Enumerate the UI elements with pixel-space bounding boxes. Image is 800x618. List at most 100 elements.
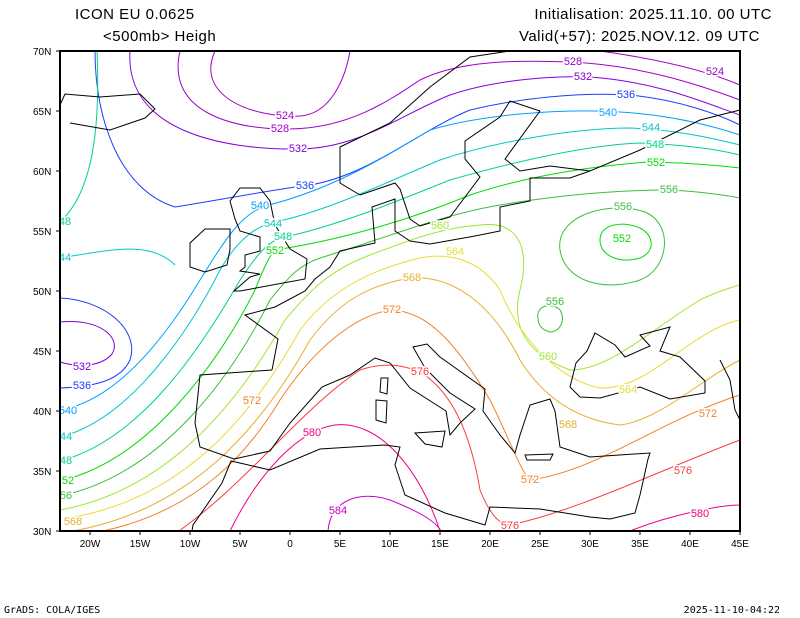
contour-label: 560 <box>431 220 449 232</box>
contour-label: 532 <box>574 71 592 83</box>
contour-556 <box>59 189 741 497</box>
contour-label: 532 <box>289 143 307 155</box>
lon-tick-label: 35E <box>631 539 649 550</box>
initialisation-time: Initialisation: 2025.11.10. 00 UTC <box>534 6 772 23</box>
lon-tick-label: 10W <box>180 539 201 550</box>
contour-568 <box>72 277 741 532</box>
contour-524-west <box>210 50 351 117</box>
lon-tick-label: 0 <box>287 539 293 550</box>
contour-532 <box>129 50 741 150</box>
contour-label: 580 <box>691 508 709 520</box>
lat-tick-label: 65N <box>33 107 51 118</box>
lon-tick-label: 15E <box>431 539 449 550</box>
contour-label: 540 <box>251 200 269 212</box>
contour-label: 48 <box>60 455 72 467</box>
contour-label: 572 <box>383 304 401 316</box>
contour-label: 580 <box>303 427 321 439</box>
contour-540 <box>59 110 741 411</box>
contour-544 <box>59 127 741 438</box>
contour-556-low <box>559 207 665 286</box>
contour-572 <box>102 309 741 532</box>
contour-label: 552 <box>647 157 665 169</box>
contour-label: 52 <box>62 475 74 487</box>
contour-label: 556 <box>546 296 564 308</box>
contour-label: 556 <box>614 201 632 213</box>
lon-tick-label: 30E <box>581 539 599 550</box>
lat-tick-label: 30N <box>33 527 51 538</box>
crete-coast <box>524 453 554 461</box>
lat-tick-label: 40N <box>33 407 51 418</box>
contour-580-east <box>629 504 741 532</box>
contour-label: 56 <box>60 490 72 502</box>
contour-label: 564 <box>619 384 637 396</box>
model-title: ICON EU 0.0625 <box>75 6 195 23</box>
contour-580 <box>229 424 441 532</box>
longitude-axis: 20W 15W 10W 5W 0 5E 10E 15E 20E 25E 30E … <box>80 531 749 550</box>
contour-label: 568 <box>559 419 577 431</box>
great-britain-coast <box>229 187 308 292</box>
contour-label: 44 <box>59 252 71 264</box>
north-africa-coast <box>191 444 611 532</box>
map-frame <box>59 50 741 532</box>
contour-548-west <box>59 50 99 223</box>
lon-tick-label: 5E <box>334 539 347 550</box>
coastlines <box>59 50 741 532</box>
contour-label: 544 <box>642 122 660 134</box>
contour-552 <box>59 161 741 482</box>
field-title: <500mb> Heigh <box>103 28 217 45</box>
contour-label: 552 <box>613 233 631 245</box>
lat-tick-label: 55N <box>33 227 51 238</box>
lon-tick-label: 45E <box>731 539 749 550</box>
lon-tick-label: 10E <box>381 539 399 550</box>
contour-label: 576 <box>674 465 692 477</box>
contour-label: 44 <box>60 431 72 443</box>
scandinavia-coast <box>339 50 741 227</box>
contour-536-low <box>59 297 133 389</box>
contour-544-west <box>59 248 176 266</box>
contour-584 <box>327 495 442 532</box>
contour-label: 528 <box>564 56 582 68</box>
contour-label: 576 <box>411 366 429 378</box>
sicily-coast <box>413 430 446 448</box>
contour-label: 544 <box>264 218 282 230</box>
caspian-coast <box>719 359 741 421</box>
contour-label: 576 <box>501 520 519 532</box>
contour-label: 548 <box>274 231 292 243</box>
contour-label: 524 <box>706 66 724 78</box>
contour-label: 568 <box>403 272 421 284</box>
contour-label: 548 <box>646 139 664 151</box>
contour-label: 572 <box>699 408 717 420</box>
lat-tick-label: 45N <box>33 347 51 358</box>
lon-tick-label: 40E <box>681 539 699 550</box>
contour-532-low <box>59 320 115 366</box>
contour-label: 532 <box>73 361 91 373</box>
contour-label: 584 <box>329 505 347 517</box>
contour-label: 536 <box>617 89 635 101</box>
contour-label: 524 <box>276 110 294 122</box>
corsica-coast <box>379 377 389 395</box>
contour-label: 540 <box>599 107 617 119</box>
iceland-coast <box>59 93 156 131</box>
contour-556-small <box>537 305 563 333</box>
contour-label: 48 <box>59 216 71 228</box>
contour-564 <box>67 255 741 519</box>
contour-560 <box>59 223 741 511</box>
sardinia-coast <box>375 399 388 424</box>
contour-label: 560 <box>539 351 557 363</box>
contour-552-low <box>599 223 652 261</box>
lon-tick-label: 25E <box>531 539 549 550</box>
contour-label: 536 <box>296 180 314 192</box>
contour-label: 568 <box>64 516 82 528</box>
lon-tick-label: 5W <box>233 539 249 550</box>
ireland-coast <box>189 228 231 273</box>
lon-tick-label: 20W <box>80 539 101 550</box>
latitude-axis: 70N 65N 60N 55N 50N 45N 40N 35N 30N <box>33 47 60 538</box>
europe-atlantic-coast <box>243 170 591 371</box>
contour-label: 536 <box>73 380 91 392</box>
lon-tick-label: 15W <box>130 539 151 550</box>
lat-tick-label: 70N <box>33 47 51 58</box>
render-timestamp: 2025-11-10-04:22 <box>683 605 780 616</box>
contour-label: 556 <box>660 184 678 196</box>
lat-tick-label: 50N <box>33 287 51 298</box>
